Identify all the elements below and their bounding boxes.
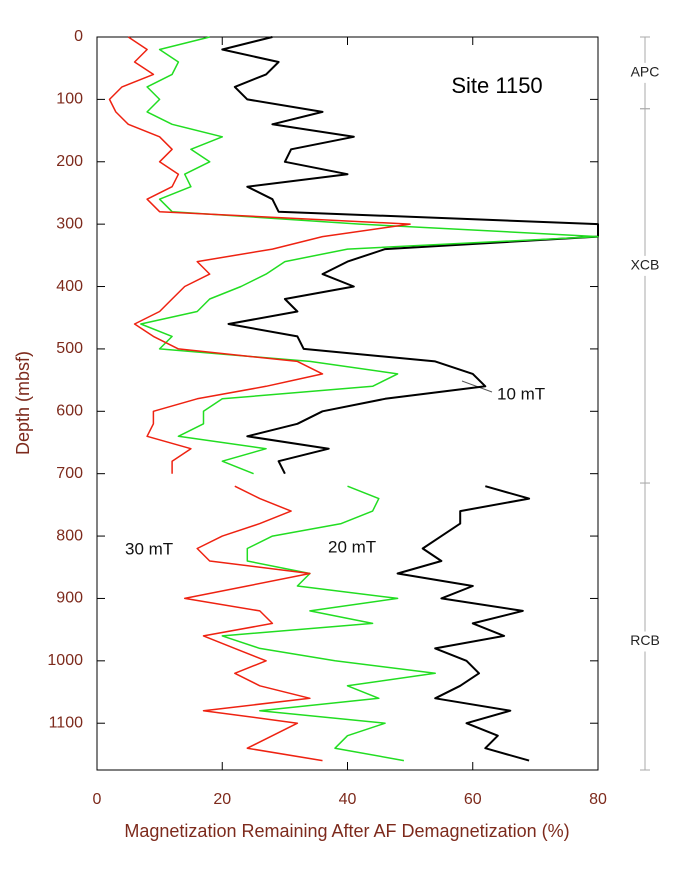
y-tick-label: 900 xyxy=(56,590,83,607)
y-tick-label: 800 xyxy=(56,527,83,544)
x-tick-label: 60 xyxy=(464,791,482,808)
x-tick-label: 80 xyxy=(589,791,607,808)
y-axis-title: Depth (mbsf) xyxy=(13,351,33,455)
plot-frame xyxy=(96,36,599,771)
series-annotation: 30 mT xyxy=(125,539,173,558)
unit-label-bg xyxy=(623,631,667,652)
y-tick-label: 600 xyxy=(56,403,83,420)
y-tick-label: 500 xyxy=(56,340,83,357)
y-tick-label: 400 xyxy=(56,278,83,295)
y-tick-label: 300 xyxy=(56,215,83,232)
series-line xyxy=(108,36,411,762)
unit-label: RCB xyxy=(630,632,660,648)
series-line xyxy=(221,36,599,762)
unit-label-bg xyxy=(623,62,667,83)
chart-title: Site 1150 xyxy=(451,73,542,98)
series-annotation: 10 mT xyxy=(497,384,545,403)
y-tick-label: 1100 xyxy=(49,714,84,731)
series-line xyxy=(140,36,599,762)
unit-label-bg xyxy=(623,255,667,276)
series-annotation: 20 mT xyxy=(328,537,376,556)
x-tick-label: 0 xyxy=(93,791,102,808)
x-axis-title: Magnetization Remaining After AF Demagne… xyxy=(124,821,569,841)
y-tick-label: 100 xyxy=(56,91,83,108)
y-tick-label: 700 xyxy=(56,465,83,482)
y-tick-label: 0 xyxy=(74,28,83,45)
x-tick-label: 40 xyxy=(339,791,357,808)
x-tick-label: 20 xyxy=(213,791,231,808)
unit-label: APC xyxy=(631,64,660,80)
y-tick-label: 1000 xyxy=(47,652,83,669)
y-tick-label: 200 xyxy=(56,153,83,170)
unit-label: XCB xyxy=(631,257,660,273)
